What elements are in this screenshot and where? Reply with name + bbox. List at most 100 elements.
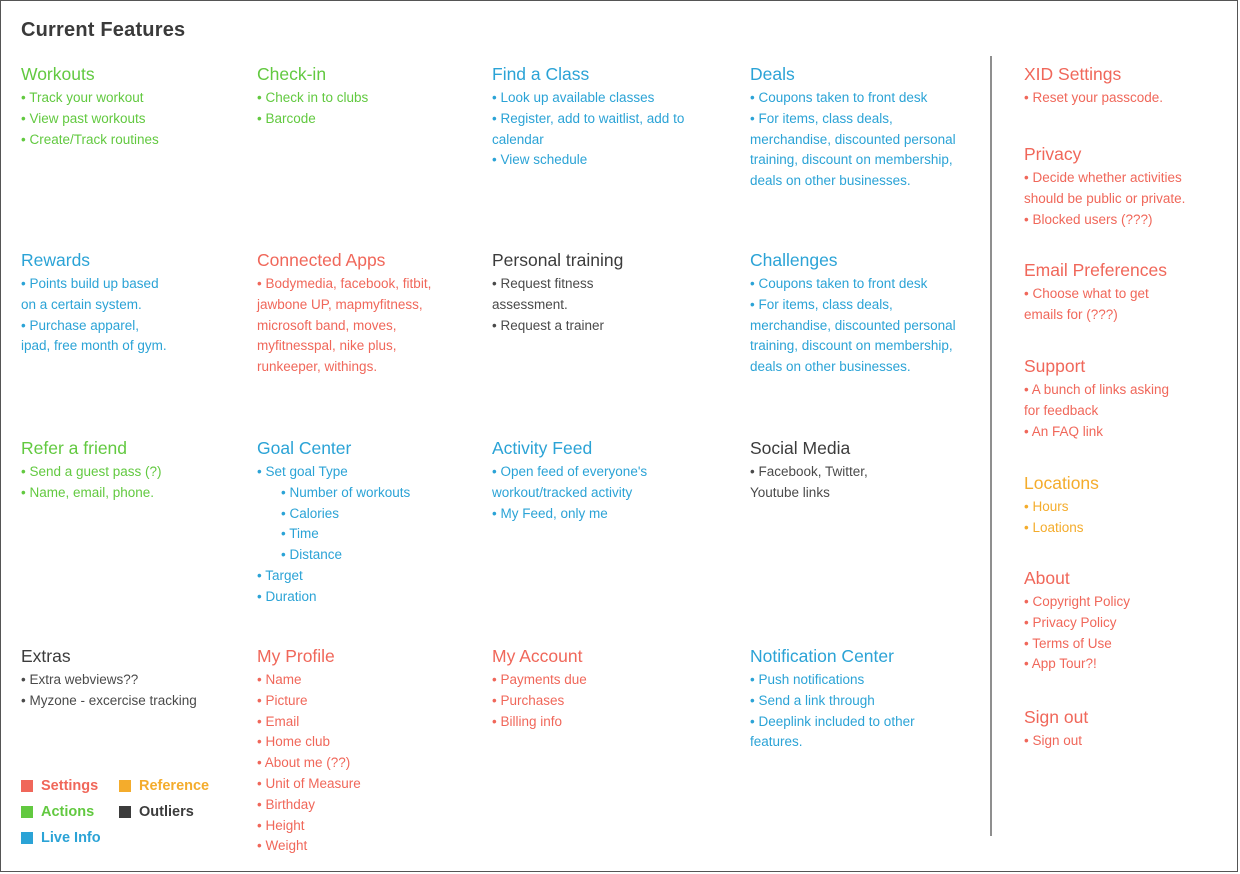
section-extras: Extras • Extra webviews?? • Myzone - exc… [21,644,236,712]
section-find-class: Find a Class • Look up available classes… [492,62,687,171]
section-rewards: Rewards • Points build up based on a cer… [21,248,171,357]
outliers-swatch [119,806,131,818]
section-workouts: Workouts • Track your workout • View pas… [21,62,236,150]
section-about: About • Copyright Policy • Privacy Polic… [1024,566,1204,675]
legend-label: Settings [41,778,99,794]
feature-item: • Billing info [492,713,563,729]
feature-item: • Unit of Measure [257,775,361,791]
feature-item: • Purchase apparel, ipad, free month of … [21,317,167,354]
section-title: Check-in [257,64,327,84]
section-privacy: Privacy • Decide whether activities shou… [1024,142,1224,230]
feature-item: • Duration [257,588,317,604]
color-legend: Settings Reference Actions Outliers Live… [21,778,251,858]
feature-item: • Payments due [492,672,587,687]
legend-label: Actions [41,804,95,820]
column-divider [990,56,992,836]
feature-subitem: • Time [281,526,319,542]
legend-live-info: Live Info [21,830,101,846]
feature-item: • Barcode [257,110,316,126]
feature-item: • Weight [257,838,308,854]
section-sign-out: Sign out • Sign out [1024,705,1184,752]
section-title: Goal Center [257,438,352,458]
feature-item: • Register, add to waitlist, add to cale… [492,110,685,147]
section-my-account: My Account • Payments due • Purchases • … [492,644,707,732]
section-title: Extras [21,646,71,666]
settings-swatch [21,780,33,792]
section-title: Sign out [1024,707,1089,727]
feature-item: • App Tour?! [1024,656,1097,672]
section-title: Notification Center [750,646,894,666]
feature-item: • Home club [257,734,331,750]
legend-actions: Actions [21,804,94,820]
reference-swatch [119,780,131,792]
section-title: My Account [492,646,583,666]
legend-settings: Settings [21,778,98,794]
section-title: Connected Apps [257,250,386,270]
feature-item: • Height [257,817,305,833]
feature-item: • Extra webviews?? [21,672,139,687]
section-challenges: Challenges • Coupons taken to front desk… [750,248,965,378]
feature-item: • Privacy Policy [1024,614,1117,630]
section-title: My Profile [257,646,335,666]
section-title: XID Settings [1024,64,1122,84]
feature-item: • View past workouts [21,110,146,126]
section-xid-settings: XID Settings • Reset your passcode. [1024,62,1224,109]
section-email-preferences: Email Preferences • Choose what to get e… [1024,258,1184,326]
feature-item: • Name [257,672,302,687]
feature-item: • Blocked users (???) [1024,211,1153,227]
feature-item: • Deeplink included to other features. [750,713,915,750]
section-locations: Locations • Hours • Loations [1024,471,1184,539]
feature-item: • Decide whether activities should be pu… [1024,170,1186,206]
feature-item: • Loations [1024,519,1084,535]
feature-item: • Coupons taken to front desk [750,276,928,291]
feature-item: • Request a trainer [492,317,605,333]
feature-item: • View schedule [492,152,588,168]
feature-item: • Push notifications [750,672,865,687]
section-title: Email Preferences [1024,260,1167,280]
section-title: Deals [750,64,795,84]
legend-reference: Reference [119,778,209,794]
feature-item: • Reset your passcode. [1024,90,1164,105]
section-title: About [1024,568,1070,588]
legend-label: Outliers [139,804,194,820]
feature-item: • Send a guest pass (?) [21,464,162,479]
feature-item: • Copyright Policy [1024,594,1131,609]
feature-item: • Send a link through [750,692,875,708]
feature-subitem: • Number of workouts [281,484,411,500]
legend-label: Live Info [41,830,101,846]
section-title: Challenges [750,250,838,270]
feature-item: • A bunch of links asking for feedback [1024,382,1170,418]
legend-label: Reference [139,778,210,794]
section-title: Social Media [750,438,851,458]
feature-item: • My Feed, only me [492,505,608,521]
legend-outliers: Outliers [119,804,194,820]
section-title: Find a Class [492,64,590,84]
section-title: Support [1024,356,1086,376]
feature-item: • Email [257,713,300,729]
feature-item: • Coupons taken to front desk [750,90,928,105]
feature-item: • Open feed of everyone's workout/tracke… [492,464,648,500]
section-title: Workouts [21,64,95,84]
section-title: Privacy [1024,144,1082,164]
section-title: Refer a friend [21,438,128,458]
feature-item: • Choose what to get emails for (???) [1024,286,1149,322]
feature-item: • Purchases [492,692,565,708]
section-deals: Deals • Coupons taken to front desk • Fo… [750,62,965,192]
feature-item: • Terms of Use [1024,635,1112,651]
page-title: Current Features [21,19,186,41]
feature-item: • Points build up based on a certain sys… [21,276,159,312]
section-title: Personal training [492,250,624,270]
section-my-profile: My Profile • Name • Picture • Email • Ho… [257,644,472,857]
feature-item: • Target [257,567,303,583]
actions-swatch [21,806,33,818]
section-title: Activity Feed [492,438,593,458]
feature-item: • Picture [257,692,308,708]
feature-item: • Birthday [257,796,316,812]
feature-item: • Facebook, Twitter, Youtube links [750,464,868,500]
feature-item: • Hours [1024,499,1069,514]
section-activity-feed: Activity Feed • Open feed of everyone's … [492,436,692,524]
section-title: Rewards [21,250,91,270]
feature-item: • For items, class deals, merchandise, d… [750,110,956,189]
section-personal-training: Personal training • Request fitness asse… [492,248,652,336]
